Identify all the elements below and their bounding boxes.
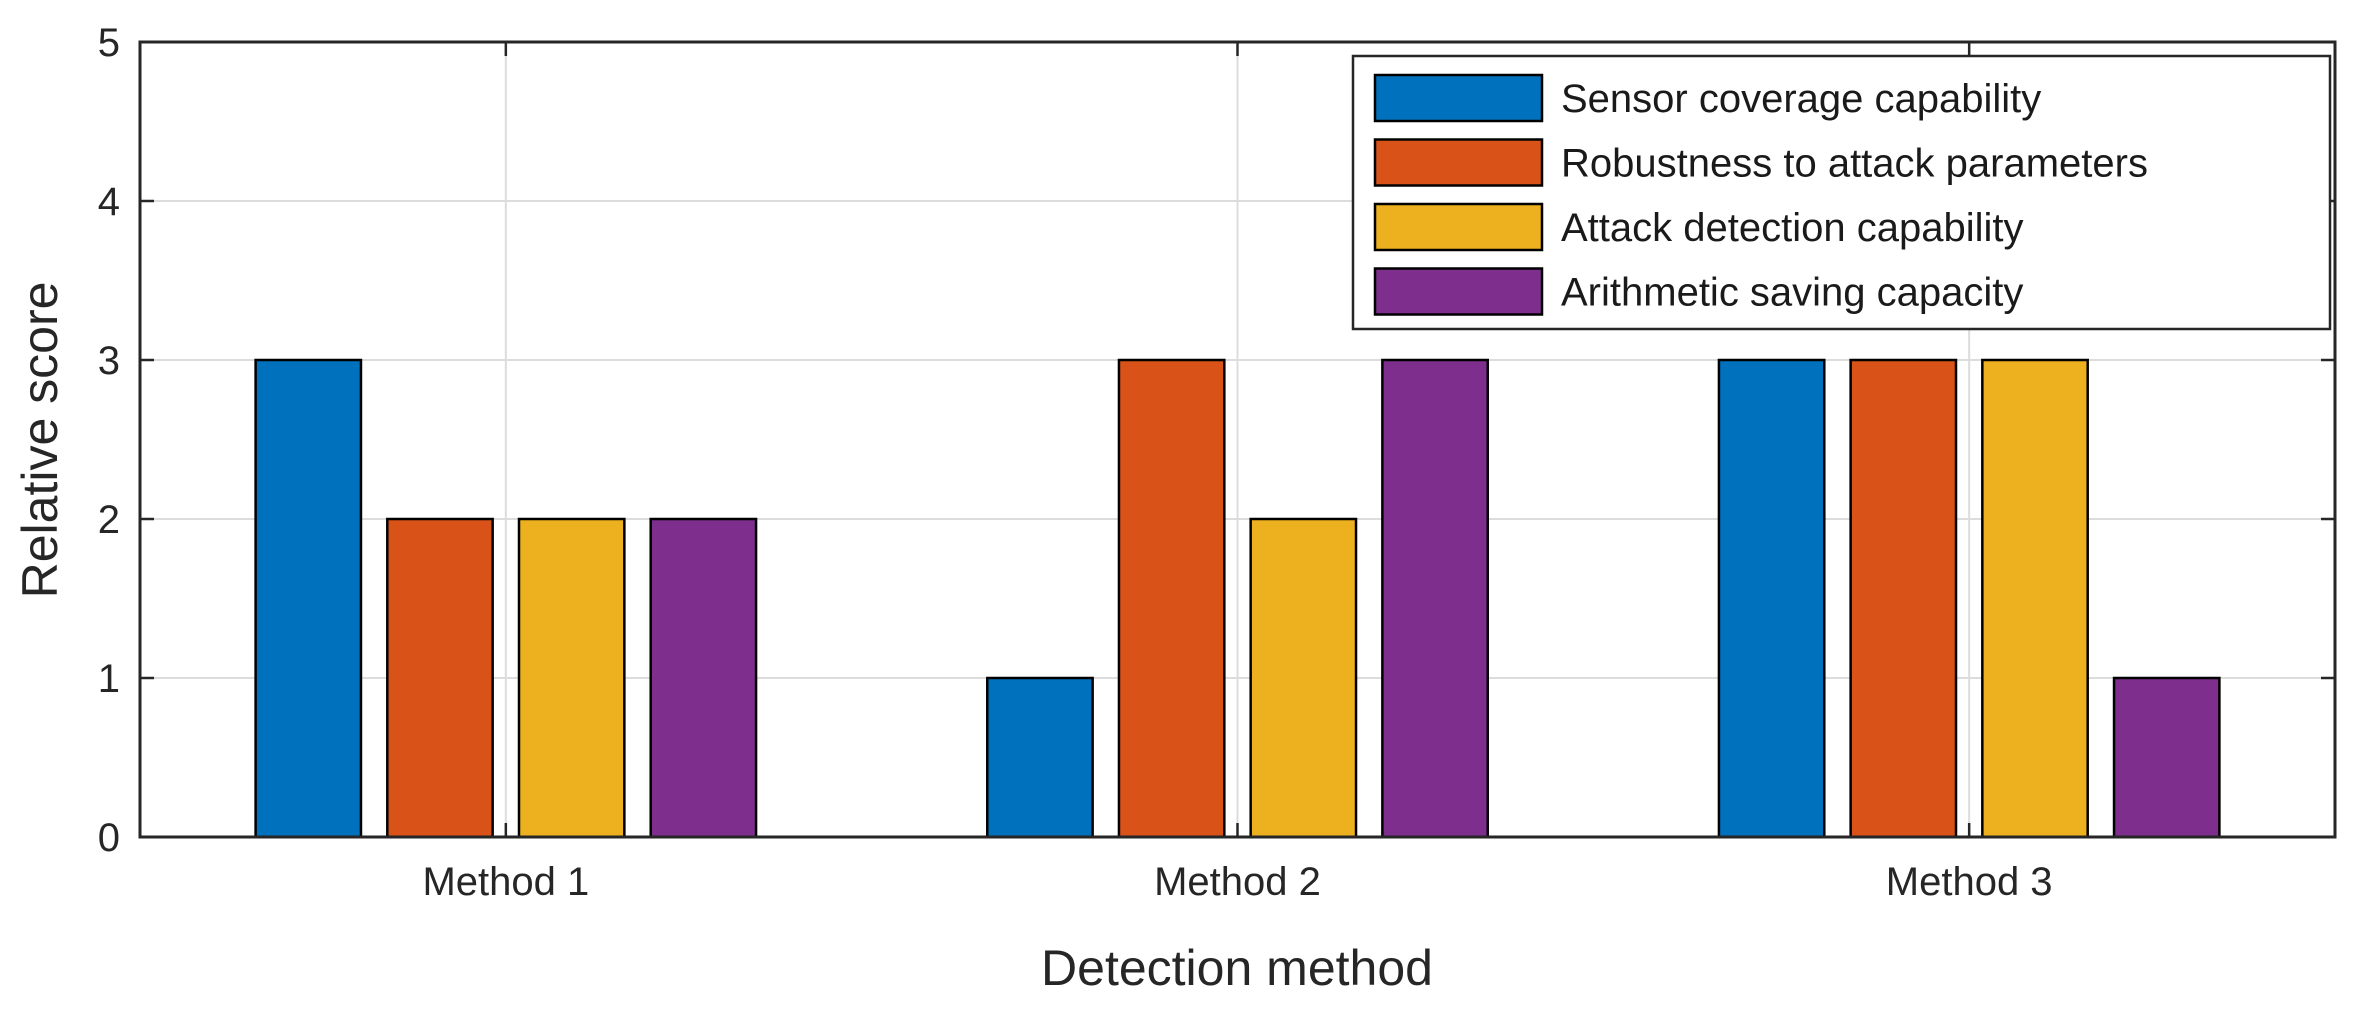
legend-swatch (1373, 138, 1544, 187)
legend-label: Robustness to attack parameters (1561, 142, 2148, 186)
x-tick-label: Method 2 (1154, 860, 1321, 904)
legend-swatch (1373, 73, 1544, 123)
bar-sensor-coverage-capability-2 (1717, 358, 1826, 839)
legend-swatch (1373, 202, 1544, 252)
y-tick-label: 0 (98, 816, 120, 860)
bar-robustness-to-attack-parameters-1 (1117, 358, 1226, 839)
legend: Sensor coverage capability Robustness to … (1351, 54, 2332, 331)
bar-robustness-to-attack-parameters-0 (386, 517, 494, 839)
legend-swatch (1373, 267, 1544, 316)
x-axis-ticks: Method 1 Method 2 Method 3 (422, 42, 2053, 904)
bar-sensor-coverage-capability-0 (254, 358, 363, 839)
legend-label: Attack detection capability (1561, 206, 2023, 250)
y-tick-label: 1 (98, 657, 120, 701)
x-axis-title: Detection method (1041, 940, 1433, 996)
bars (254, 358, 2221, 839)
bar-attack-detection-capability-0 (517, 517, 626, 839)
bar-robustness-to-attack-parameters-2 (1849, 358, 1958, 839)
bar-arithmetic-saving-capacity-2 (2112, 676, 2221, 839)
y-tick-label: 2 (98, 498, 120, 542)
bar-attack-detection-capability-1 (1249, 517, 1358, 839)
bar-sensor-coverage-capability-1 (986, 676, 1094, 839)
bar-arithmetic-saving-capacity-0 (649, 517, 758, 839)
y-axis-ticks: 0 1 2 3 4 5 (98, 21, 2335, 860)
bar-attack-detection-capability-2 (1981, 358, 2089, 839)
y-tick-label: 5 (98, 21, 120, 65)
x-tick-label: Method 3 (1886, 860, 2053, 904)
y-tick-label: 4 (98, 180, 120, 224)
x-tick-label: Method 1 (422, 860, 589, 904)
legend-label: Sensor coverage capability (1561, 77, 2041, 121)
bar-arithmetic-saving-capacity-1 (1381, 358, 1489, 839)
y-axis-title: Relative score (12, 282, 68, 599)
y-tick-label: 3 (98, 339, 120, 383)
legend-label: Arithmetic saving capacity (1561, 271, 2023, 315)
